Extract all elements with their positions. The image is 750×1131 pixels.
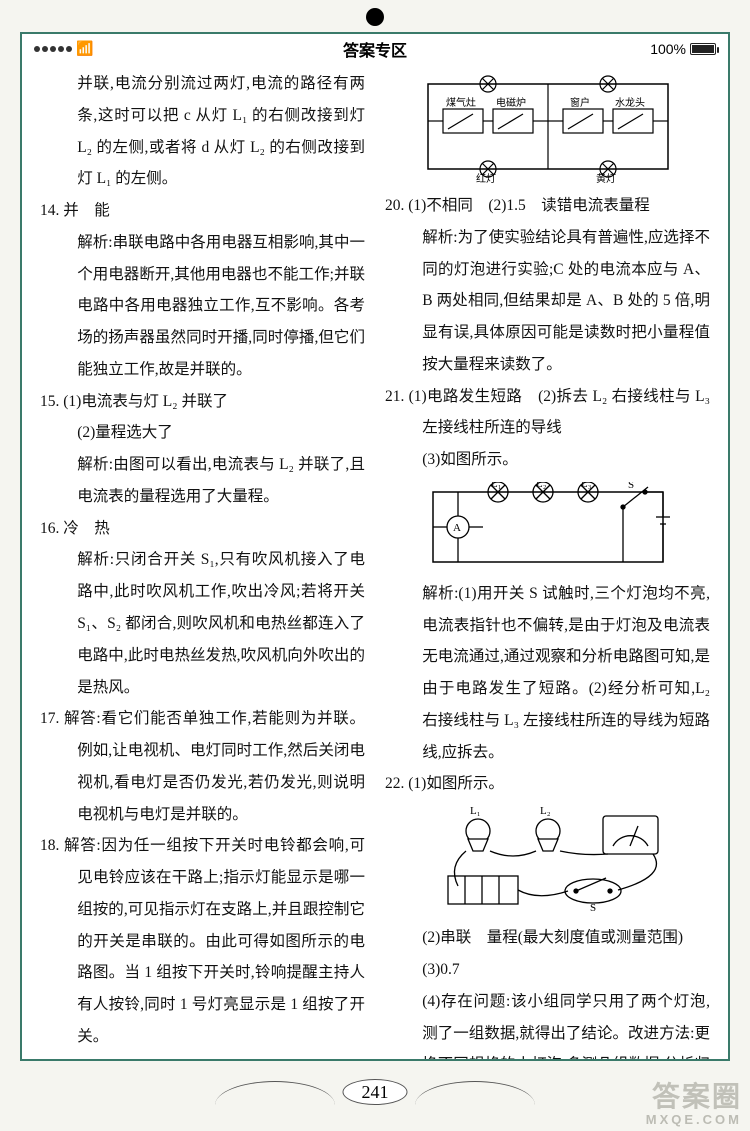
content-columns: 并联,电流分别流过两灯,电流的路径有两条,这时可以把 c 从灯 L₁ 的右侧改接… — [22, 64, 728, 1061]
svg-text:水龙头: 水龙头 — [615, 96, 645, 109]
svg-text:L₁: L₁ — [491, 482, 502, 490]
status-bar: 📶 答案专区 100% — [22, 34, 728, 64]
q14-analysis: 解析:串联电路中各用电器互相影响,其中一个用电器断开,其他用电器也不能工作;并联… — [40, 227, 365, 386]
q15-analysis: 解析:由图可以看出,电流表与 L₂ 并联了,且电流表的量程选用了大量程。 — [40, 449, 365, 513]
svg-text:L₃: L₃ — [581, 482, 592, 490]
svg-text:S: S — [590, 902, 596, 914]
q21-figure: A L₁ L₂ — [385, 482, 710, 572]
header-title: 答案专区 — [22, 37, 728, 61]
q22-part3: (3)0.7 — [385, 954, 710, 986]
top-dot — [366, 8, 384, 26]
q15-part2: (2)量程选大了 — [40, 417, 365, 449]
svg-text:窗户: 窗户 — [570, 96, 590, 109]
q22-part1: 22. (1)如图所示。 — [385, 768, 710, 800]
left-column: 并联,电流分别流过两灯,电流的路径有两条,这时可以把 c 从灯 L₁ 的右侧改接… — [40, 68, 365, 1061]
q21-analysis: 解析:(1)用开关 S 试触时,三个灯泡均不亮,电流表指针也不偏转,是由于灯泡及… — [385, 578, 710, 769]
battery-icon — [690, 43, 716, 55]
page-num-arc-left — [215, 1081, 335, 1105]
svg-text:S: S — [628, 482, 634, 491]
q16-answer: 16. 冷 热 — [40, 513, 365, 545]
q15-part1: 15. (1)电流表与灯 L₂ 并联了 — [40, 386, 365, 418]
page-frame: 📶 答案专区 100% 并联,电流分别流过两灯,电流的路径有两条,这时可以把 c… — [20, 32, 730, 1061]
q22-figure: L₁ L₂ S — [385, 806, 710, 916]
q22-part2: (2)串联 量程(最大刻度值或测量范围) — [385, 922, 710, 954]
q14-answer: 14. 并 能 — [40, 195, 365, 227]
svg-text:L₂: L₂ — [536, 482, 547, 490]
svg-text:L₁: L₁ — [470, 806, 481, 817]
watermark: 答案圈 MXQE.COM — [646, 1082, 742, 1127]
q17-answer: 17. 解答:看它们能否单独工作,若能则为并联。例如,让电视机、电灯同时工作,然… — [40, 703, 365, 830]
q20-answer: 20. (1)不相同 (2)1.5 读错电流表量程 — [385, 190, 710, 222]
q16-analysis: 解析:只闭合开关 S₁,只有吹风机接入了电路中,此时吹风机工作,吹出冷风;若将开… — [40, 544, 365, 703]
q18-figure: S₁ S₂ S₃ L₁ L₂ L₃ — [40, 1059, 365, 1061]
page-number: 241 — [343, 1082, 408, 1103]
svg-text:A: A — [453, 522, 461, 534]
right-column: 煤气灶 电磁炉 窗户 水龙头 红灯 黄灯 20. (1)不相同 (2)1.5 读… — [385, 68, 710, 1061]
q13-continuation: 并联,电流分别流过两灯,电流的路径有两条,这时可以把 c 从灯 L₁ 的右侧改接… — [40, 68, 365, 195]
svg-text:煤气灶: 煤气灶 — [446, 96, 476, 109]
page-num-arc-right — [415, 1081, 535, 1105]
svg-text:黄灯: 黄灯 — [596, 172, 616, 184]
q18-answer: 18. 解答:因为任一组按下开关时电铃都会响,可见电铃应该在干路上;指示灯能显示… — [40, 830, 365, 1052]
svg-text:L₂: L₂ — [540, 806, 551, 817]
q21-part3: (3)如图所示。 — [385, 444, 710, 476]
q19-figure: 煤气灶 电磁炉 窗户 水龙头 红灯 黄灯 — [385, 74, 710, 184]
svg-text:红灯: 红灯 — [476, 172, 496, 184]
q21-part1: 21. (1)电路发生短路 (2)拆去 L₂ 右接线柱与 L₃ 左接线柱所连的导… — [385, 381, 710, 445]
svg-text:电磁炉: 电磁炉 — [496, 96, 526, 109]
q20-analysis: 解析:为了使实验结论具有普遍性,应选择不同的灯泡进行实验;C 处的电流本应与 A… — [385, 222, 710, 381]
q22-part4: (4)存在问题:该小组同学只用了两个灯泡,测了一组数据,就得出了结论。改进方法:… — [385, 986, 710, 1061]
